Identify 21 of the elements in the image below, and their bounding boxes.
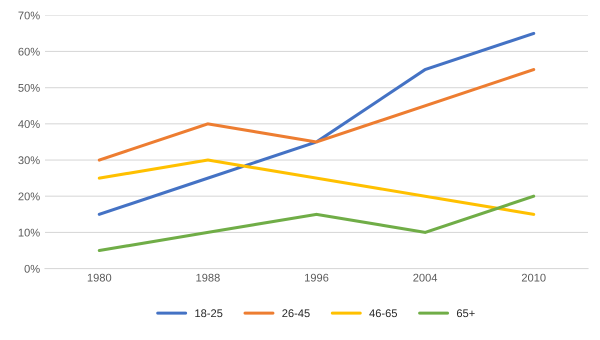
x-tick-label: 2004 (413, 274, 438, 282)
x-tick-label: 1996 (304, 274, 328, 282)
line-series (98, 194, 536, 252)
y-tick-label: 60% (18, 48, 40, 56)
line-series (98, 158, 536, 216)
y-tick-label: 50% (18, 84, 40, 92)
x-tick-label: 2010 (522, 274, 546, 282)
x-tick-label: 1988 (196, 274, 220, 282)
line-series (98, 32, 536, 216)
y-tick-label: 10% (18, 228, 40, 237)
y-tick-label: 30% (18, 156, 40, 164)
y-tick-label: 20% (18, 192, 40, 200)
legend-label: 65+ (456, 309, 475, 318)
x-tick-label: 1980 (88, 274, 112, 282)
legend-label: 18-25 (195, 309, 222, 318)
y-tick-label: 40% (18, 120, 40, 128)
y-tick-label: 70% (18, 12, 40, 20)
line-series (98, 68, 536, 162)
y-tick-label: 0% (24, 264, 40, 273)
legend-label: 46-65 (369, 309, 398, 318)
legend-label: 26-45 (282, 309, 310, 318)
